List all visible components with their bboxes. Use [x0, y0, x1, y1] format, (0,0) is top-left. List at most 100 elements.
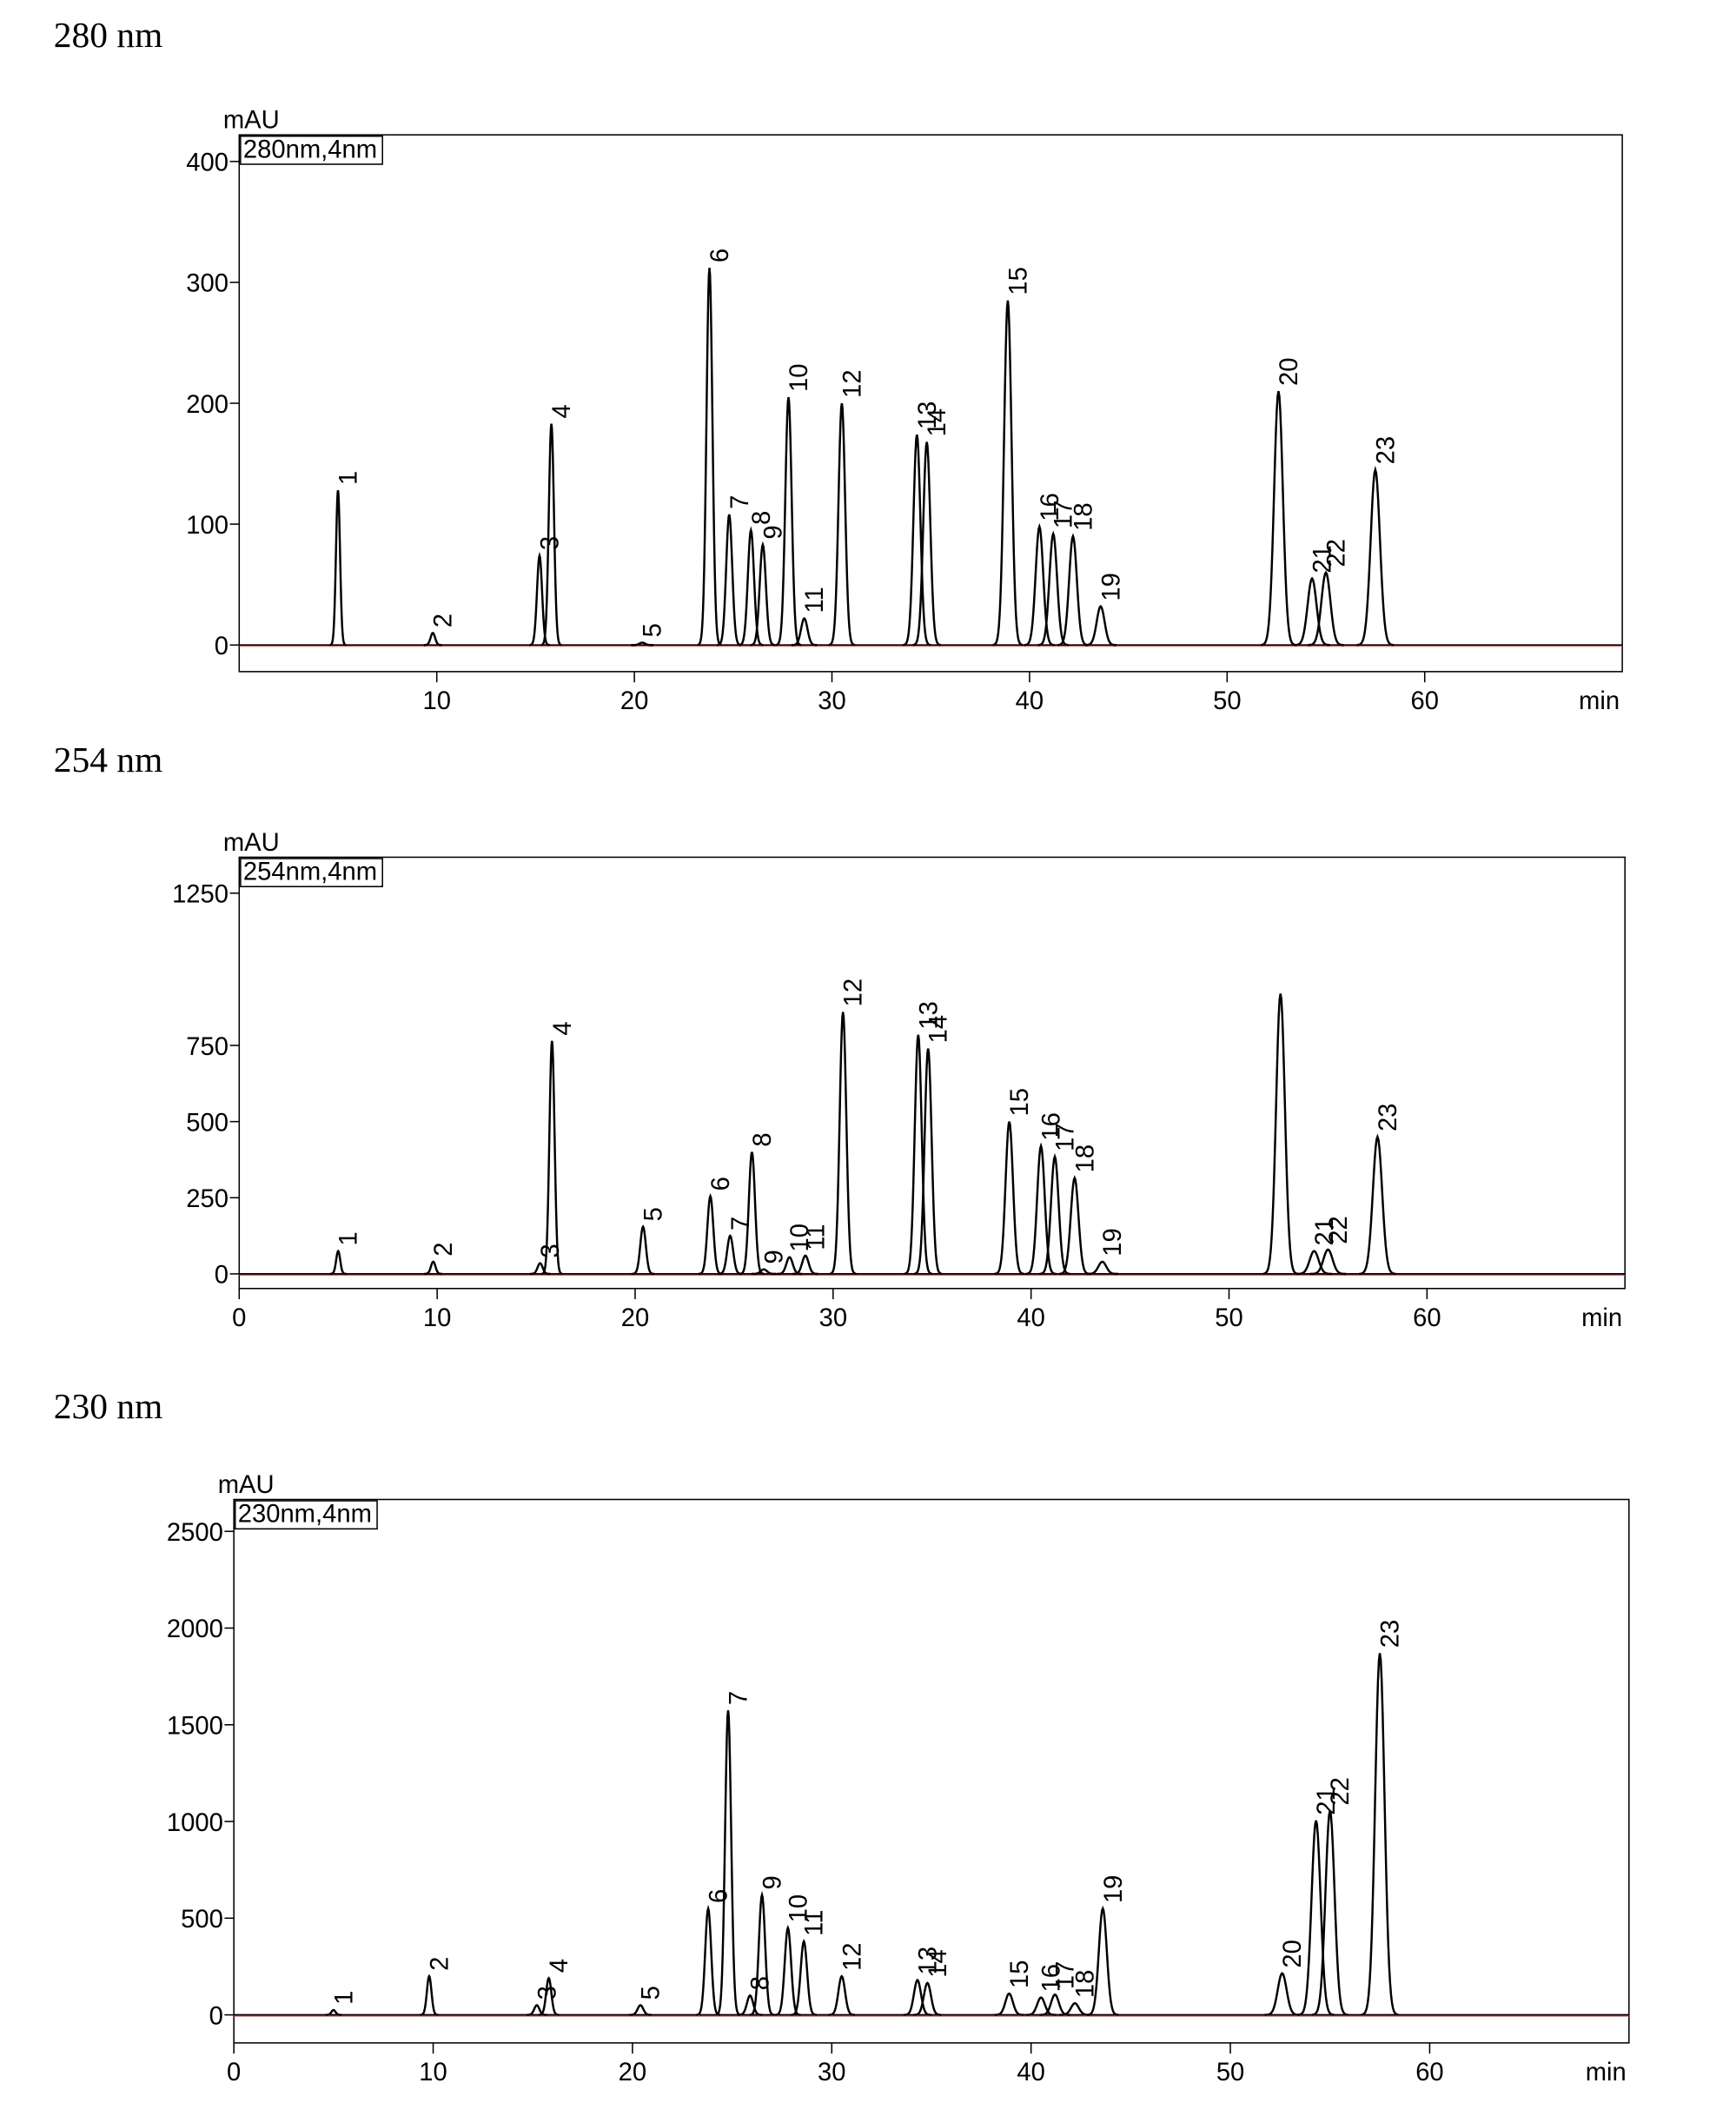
- peak: [1309, 1248, 1347, 1276]
- peak-label: 6: [706, 1889, 733, 1903]
- peak-label: 10: [785, 363, 813, 391]
- peak: [1084, 605, 1116, 647]
- y-tick-label: 0: [209, 2002, 223, 2030]
- peak-label: 9: [759, 1875, 787, 1889]
- peak: [632, 1224, 655, 1276]
- peak-label: 13: [915, 1001, 943, 1029]
- peak: [1297, 1820, 1335, 2016]
- peak: [751, 1268, 777, 1276]
- peak-label: 15: [1006, 1960, 1034, 1987]
- peak: [738, 1994, 763, 2016]
- peak-label: 19: [1099, 1228, 1127, 1256]
- peak-label: 5: [640, 1207, 668, 1221]
- peak: [423, 631, 442, 647]
- peak-label: 21: [1311, 1217, 1339, 1245]
- peak: [715, 1709, 741, 2016]
- x-axis-label: min: [1581, 1304, 1622, 1332]
- peak-label: 2: [430, 614, 458, 627]
- x-tick-label: 50: [1215, 1304, 1242, 1332]
- peak: [994, 1121, 1024, 1276]
- peak: [1086, 1905, 1119, 2016]
- panel-title: 280 nm: [54, 15, 163, 55]
- x-tick-label: 10: [423, 1304, 451, 1332]
- peak: [903, 434, 931, 647]
- peak-label: 5: [638, 1986, 666, 2000]
- peak: [739, 526, 764, 647]
- peak: [1261, 390, 1296, 647]
- peak-label: 23: [1375, 1104, 1402, 1131]
- channel-box: [234, 1500, 378, 1530]
- peak-label: 15: [1006, 1088, 1034, 1116]
- peak-label: 8: [749, 1132, 777, 1146]
- peak-label: 20: [1279, 1940, 1307, 1967]
- peak: [540, 423, 562, 647]
- peak-label: 13: [914, 1947, 942, 1974]
- y-tick-label: 500: [186, 1109, 229, 1137]
- peak-label: 18: [1070, 502, 1097, 530]
- peak-label: 1: [335, 471, 363, 485]
- peak-label: 16: [1038, 1112, 1066, 1140]
- peak: [913, 1048, 943, 1276]
- x-tick-label: 20: [619, 2059, 646, 2086]
- peak: [992, 300, 1024, 647]
- y-tick-label: 0: [215, 1262, 229, 1290]
- peak: [717, 514, 742, 647]
- peak: [749, 1890, 775, 2016]
- plot-frame: [238, 856, 1626, 1290]
- peak-label: 22: [1327, 1777, 1355, 1805]
- peak-label: 21: [1309, 545, 1337, 573]
- channel-label: 230nm,4nm: [238, 1501, 372, 1529]
- peak-label: 3: [533, 1986, 561, 2000]
- peak: [698, 1193, 723, 1276]
- peak: [697, 268, 722, 647]
- peak-label: 22: [1323, 539, 1351, 567]
- peak-label: 19: [1097, 573, 1125, 600]
- peak: [527, 2004, 547, 2016]
- peak: [791, 617, 818, 647]
- peak: [420, 1974, 439, 2016]
- y-tick-label: 2000: [167, 1615, 223, 1643]
- channel-label: 280nm,4nm: [243, 136, 377, 163]
- peak: [1294, 576, 1330, 647]
- peak-label: 14: [925, 1015, 953, 1043]
- peak-label: 6: [707, 1177, 735, 1191]
- x-tick-label: 40: [1017, 1304, 1044, 1332]
- peak: [791, 1938, 818, 2016]
- peak: [718, 1234, 743, 1276]
- peak-label: 23: [1377, 1620, 1405, 1648]
- peak: [1024, 522, 1055, 647]
- peak-label: 3: [536, 536, 564, 550]
- peak: [329, 490, 347, 647]
- peak-label: 7: [727, 1217, 755, 1231]
- peak-label: 11: [801, 1910, 829, 1936]
- peak: [1311, 1810, 1348, 2016]
- peak: [325, 2008, 342, 2016]
- peak-label: 4: [548, 404, 576, 418]
- peak-label: 23: [1372, 436, 1400, 464]
- peak-label: 7: [726, 1691, 753, 1705]
- peak-label: 8: [747, 1976, 775, 1990]
- peak-label: 11: [801, 587, 829, 613]
- peak: [994, 1992, 1024, 2016]
- peak-label: 4: [546, 1959, 573, 1973]
- peak: [424, 1260, 443, 1276]
- plot-frame: [233, 1498, 1630, 2044]
- peak-label: 22: [1325, 1216, 1353, 1244]
- peak: [529, 551, 550, 647]
- peak: [1262, 993, 1299, 1276]
- y-tick-label: 1250: [172, 881, 229, 909]
- peak-label: 13: [914, 401, 942, 429]
- peak: [828, 402, 856, 647]
- peak-label: 12: [838, 369, 866, 397]
- peak-label: 11: [802, 1224, 830, 1250]
- y-axis-label: mAU: [223, 107, 280, 135]
- peak: [1025, 1142, 1057, 1276]
- x-tick-label: 20: [620, 687, 648, 715]
- peak-label: 9: [759, 525, 787, 539]
- peak-label: 7: [726, 495, 754, 509]
- peak-label: 21: [1313, 1787, 1341, 1814]
- y-tick-label: 1500: [167, 1713, 223, 1741]
- y-tick-label: 1000: [167, 1809, 223, 1837]
- peak: [1086, 1260, 1118, 1276]
